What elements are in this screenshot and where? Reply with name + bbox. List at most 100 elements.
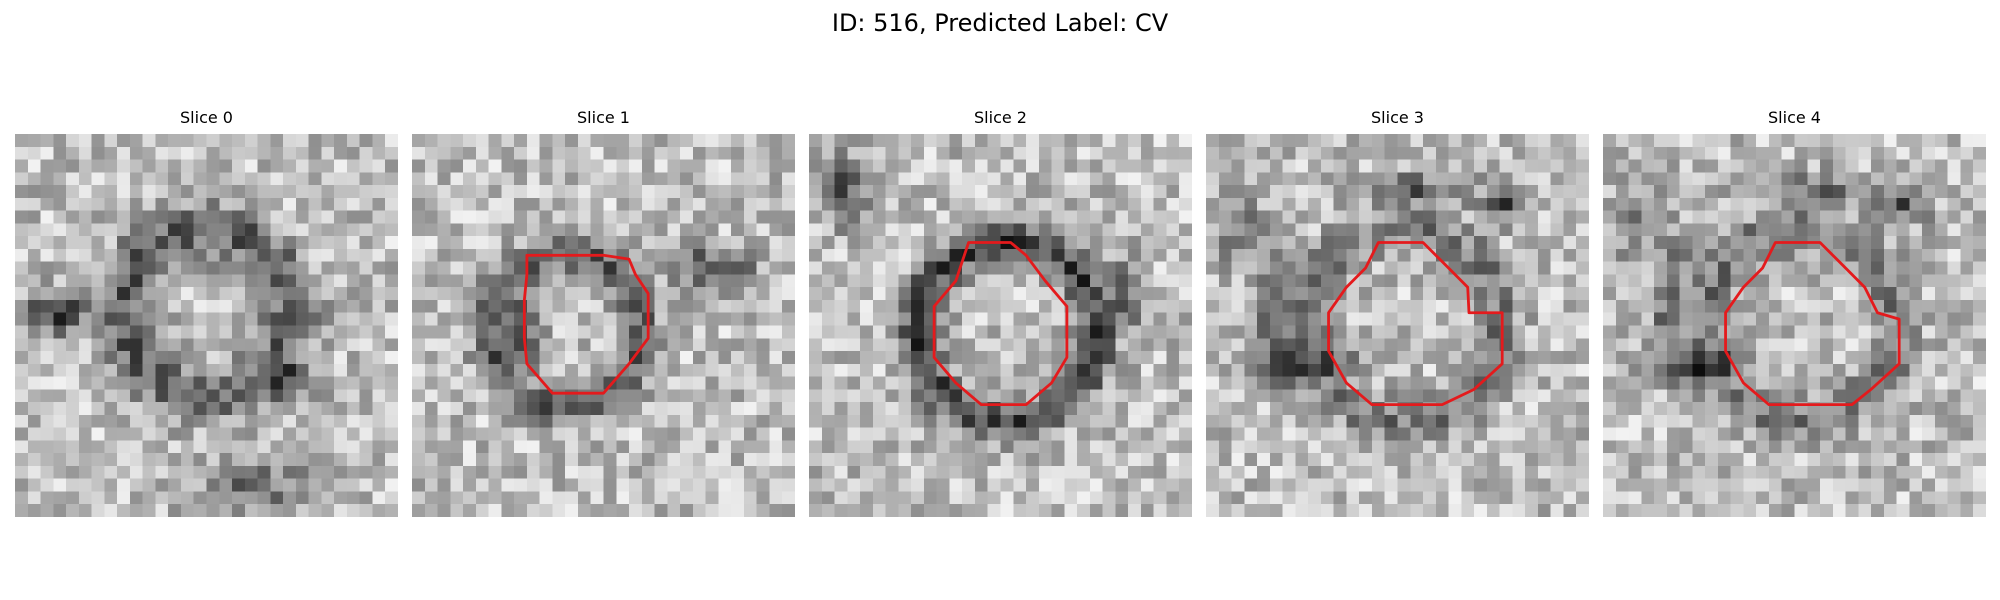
pixel <box>295 312 309 326</box>
pixel <box>437 325 451 339</box>
pixel <box>1038 261 1052 275</box>
pixel <box>244 376 258 390</box>
pixel <box>1308 376 1322 390</box>
pixel <box>821 453 835 467</box>
pixel <box>1654 504 1668 517</box>
pixel <box>654 185 668 199</box>
pixel <box>1295 223 1309 237</box>
pixel <box>180 453 194 467</box>
pixel <box>385 427 398 441</box>
pixel <box>718 274 732 288</box>
pixel <box>1960 146 1974 160</box>
pixel <box>1397 159 1411 173</box>
pixel <box>641 491 655 505</box>
pixel <box>1512 440 1526 454</box>
pixel <box>539 299 553 313</box>
pixel <box>847 299 861 313</box>
pixel <box>731 402 745 416</box>
pixel <box>1563 261 1577 275</box>
pixel <box>40 465 54 479</box>
pixel <box>872 287 886 301</box>
pixel <box>270 427 284 441</box>
pixel <box>66 134 80 148</box>
pixel <box>359 351 373 365</box>
pixel <box>129 261 143 275</box>
pixel <box>1909 351 1923 365</box>
pixel <box>834 376 848 390</box>
pixel <box>15 402 29 416</box>
pixel <box>117 376 131 390</box>
pixel <box>872 210 886 224</box>
pixel <box>1692 504 1706 517</box>
pixel <box>1244 134 1258 148</box>
pixel <box>552 478 566 492</box>
pixel <box>539 351 553 365</box>
pixel <box>463 261 477 275</box>
pixel <box>1525 427 1539 441</box>
pixel <box>974 185 988 199</box>
pixel <box>501 274 515 288</box>
pixel <box>1397 274 1411 288</box>
pixel <box>1628 351 1642 365</box>
pixel <box>463 478 477 492</box>
pixel <box>1641 210 1655 224</box>
pixel <box>1883 325 1897 339</box>
pixel <box>283 504 297 517</box>
pixel <box>590 261 604 275</box>
pixel <box>1756 274 1770 288</box>
pixel <box>872 299 886 313</box>
pixel <box>1973 491 1986 505</box>
pixel <box>1512 504 1526 517</box>
pixel <box>1410 389 1424 403</box>
pixel <box>692 376 706 390</box>
pixel <box>1166 389 1180 403</box>
pixel <box>1896 389 1910 403</box>
pixel <box>1717 210 1731 224</box>
pixel <box>1909 274 1923 288</box>
pixel <box>206 465 220 479</box>
pixel <box>1448 478 1462 492</box>
pixel <box>1730 504 1744 517</box>
pixel <box>885 414 899 428</box>
pixel <box>705 172 719 186</box>
pixel <box>1832 338 1846 352</box>
pixel <box>974 453 988 467</box>
pixel <box>1550 312 1564 326</box>
pixel <box>1781 389 1795 403</box>
pixel <box>53 185 67 199</box>
pixel <box>1730 427 1744 441</box>
pixel <box>1077 465 1091 479</box>
pixel <box>692 146 706 160</box>
pixel <box>629 376 643 390</box>
pixel <box>782 504 795 517</box>
pixel <box>1858 465 1872 479</box>
pixel <box>1973 146 1986 160</box>
pixel <box>475 312 489 326</box>
pixel <box>809 504 823 517</box>
pixel <box>450 351 464 365</box>
pixel <box>1384 338 1398 352</box>
pixel <box>1320 287 1334 301</box>
pixel <box>514 134 528 148</box>
pixel <box>193 402 207 416</box>
pixel <box>346 414 360 428</box>
pixel <box>526 261 540 275</box>
pixel <box>641 210 655 224</box>
pixel <box>1525 440 1539 454</box>
pixel <box>667 338 681 352</box>
pixel <box>1206 185 1220 199</box>
pixel <box>142 236 156 250</box>
pixel <box>1486 312 1500 326</box>
pixel <box>270 478 284 492</box>
pixel <box>1244 504 1258 517</box>
pixel <box>565 389 579 403</box>
pixel <box>756 223 770 237</box>
pixel <box>1781 427 1795 441</box>
pixel <box>1179 453 1192 467</box>
pixel <box>117 159 131 173</box>
pixel <box>731 491 745 505</box>
pixel <box>27 146 41 160</box>
pixel <box>756 146 770 160</box>
pixel <box>1102 236 1116 250</box>
pixel <box>1089 504 1103 517</box>
